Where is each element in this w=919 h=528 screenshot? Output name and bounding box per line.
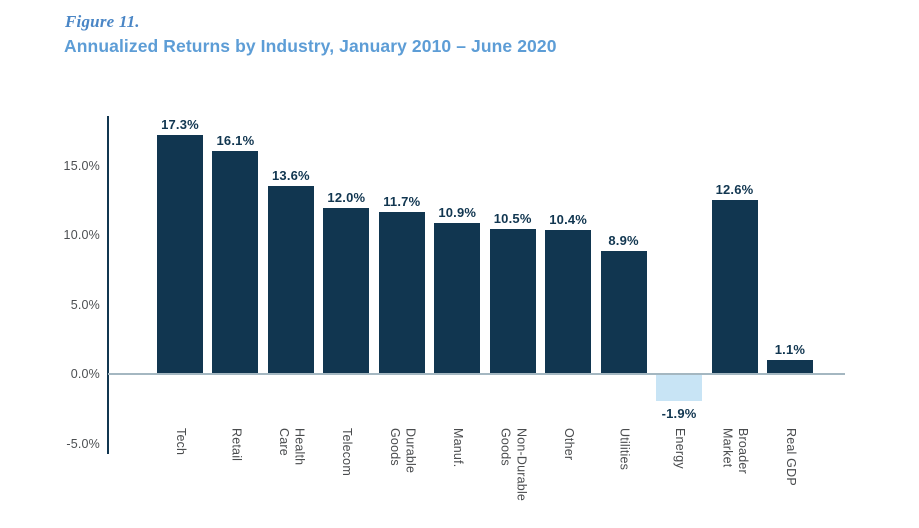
figure-label: Figure 11. <box>65 12 140 31</box>
value-label-health-care: 13.6% <box>271 167 310 183</box>
category-label-durable-goods: Durable Goods <box>387 428 418 474</box>
y-axis-line <box>107 116 109 454</box>
category-label-retail: Retail <box>229 428 244 462</box>
category-label-broader-market: Broader Market <box>720 428 751 474</box>
bar-health-care <box>267 185 314 375</box>
bar-durable-goods <box>378 212 425 375</box>
value-label-broader-market: 12.6% <box>715 181 754 197</box>
value-label-manuf: 10.9% <box>438 205 477 221</box>
y-tick-label-15-0: 15.0% <box>63 158 100 173</box>
category-label-manuf: Manuf. <box>451 428 466 468</box>
bar-telecom <box>323 208 370 375</box>
category-label-real-gdp: Real GDP <box>783 428 798 486</box>
value-label-non-durable-goods: 10.5% <box>493 211 532 227</box>
y-tick-label-10-0: 10.0% <box>63 228 100 242</box>
category-label-non-durable-goods: Non-Durable Goods <box>498 428 529 502</box>
value-label-tech: 17.3% <box>161 116 199 132</box>
figure-title: Annualized Returns by Industry, January … <box>64 36 557 56</box>
y-tick-label-5-0: 5.0% <box>70 297 100 312</box>
category-label-utilities: Utilities <box>617 428 632 471</box>
value-label-utilities: 8.9% <box>608 233 639 249</box>
value-label-retail: 16.1% <box>216 133 255 149</box>
value-label-durable-goods: 11.7% <box>383 194 421 210</box>
bar-non-durable-goods <box>489 229 536 375</box>
bar-other <box>545 230 592 375</box>
value-label-energy: -1.9% <box>661 406 697 422</box>
y-tick-label-5-0: -5.0% <box>66 436 100 451</box>
value-label-other: 10.4% <box>549 212 588 228</box>
x-axis-zero-line <box>108 373 845 375</box>
bar-real-gdp <box>766 359 813 375</box>
bar-utilities <box>600 251 647 375</box>
category-label-tech: Tech <box>173 428 188 456</box>
category-label-other: Other <box>561 428 576 461</box>
category-label-telecom: Telecom <box>340 428 355 476</box>
y-tick-label-0-0: 0.0% <box>70 367 100 381</box>
category-label-health-care: Health Care <box>276 428 307 466</box>
bar-energy <box>656 375 703 402</box>
bar-retail <box>212 151 259 375</box>
bar-tech <box>157 134 203 375</box>
category-label-energy: Energy <box>672 428 687 469</box>
value-label-telecom: 12.0% <box>327 190 366 206</box>
bar-manuf <box>434 223 481 375</box>
value-label-real-gdp: 1.1% <box>774 341 806 357</box>
bar-broader-market <box>711 199 758 375</box>
